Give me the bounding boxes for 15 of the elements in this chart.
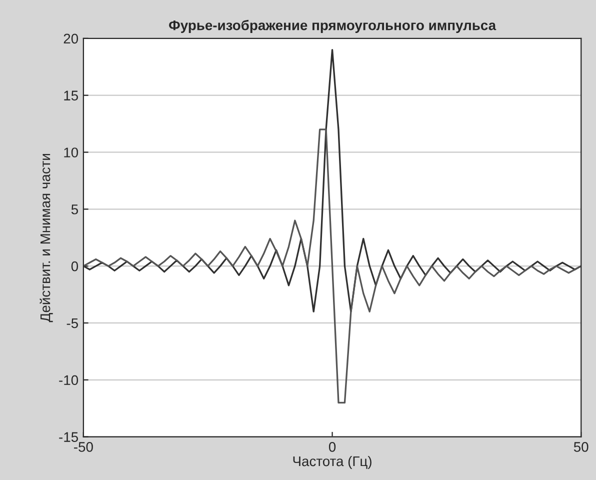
- y-tick-label: -10: [59, 375, 78, 386]
- y-axis-title: Действит. и Мнимая части: [40, 154, 53, 322]
- x-axis-title: Частота (Гц): [293, 456, 372, 469]
- y-tick-label: 10: [64, 148, 78, 158]
- y-tick-label: 5: [71, 204, 78, 214]
- line-series: [83, 128, 582, 404]
- x-tick-label: 0: [328, 442, 336, 452]
- x-tick-label: 50: [574, 442, 588, 452]
- chart-title: Фурье-изображение прямоугольного импульса: [169, 20, 496, 33]
- y-tick-label: 0: [71, 261, 78, 272]
- x-tick-label: -50: [74, 442, 93, 452]
- y-tick-label: 15: [64, 90, 78, 100]
- y-tick-label: 20: [64, 34, 78, 44]
- y-tick-label: -15: [59, 432, 78, 442]
- y-tick-label: -5: [66, 318, 78, 328]
